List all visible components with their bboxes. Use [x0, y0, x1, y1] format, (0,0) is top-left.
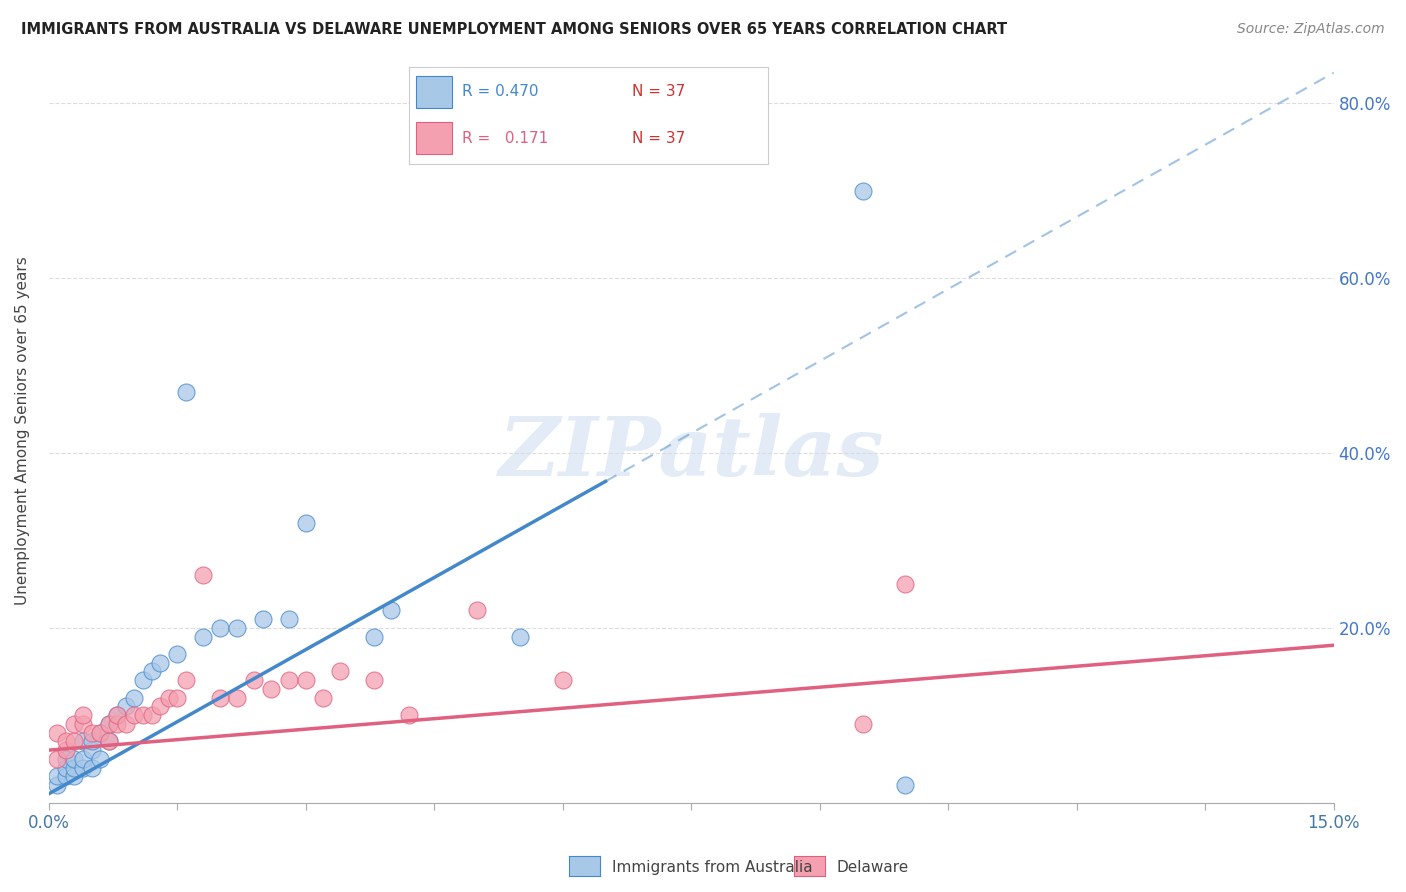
Point: [191, 630, 214, 644]
Point: [46, 778, 69, 792]
Point: [894, 577, 917, 591]
Point: [72, 708, 94, 723]
Point: [226, 621, 249, 635]
Point: [226, 690, 249, 705]
Point: [260, 681, 283, 696]
Point: [97, 734, 120, 748]
Point: [72, 761, 94, 775]
Point: [63, 734, 86, 748]
Point: [105, 708, 128, 723]
Point: [63, 761, 86, 775]
Point: [294, 673, 316, 688]
Text: IMMIGRANTS FROM AUSTRALIA VS DELAWARE UNEMPLOYMENT AMONG SENIORS OVER 65 YEARS C: IMMIGRANTS FROM AUSTRALIA VS DELAWARE UN…: [21, 22, 1007, 37]
Point: [80, 734, 103, 748]
Point: [509, 630, 531, 644]
Point: [157, 690, 180, 705]
Point: [149, 656, 172, 670]
Point: [166, 647, 188, 661]
Point: [55, 743, 77, 757]
Point: [72, 734, 94, 748]
Point: [294, 516, 316, 530]
Point: [329, 665, 352, 679]
Y-axis label: Unemployment Among Seniors over 65 years: Unemployment Among Seniors over 65 years: [15, 257, 30, 606]
Point: [252, 612, 274, 626]
Text: Source: ZipAtlas.com: Source: ZipAtlas.com: [1237, 22, 1385, 37]
Point: [72, 717, 94, 731]
Point: [141, 665, 163, 679]
Point: [115, 717, 138, 731]
Point: [465, 603, 488, 617]
Point: [124, 708, 146, 723]
Point: [277, 612, 299, 626]
Point: [105, 717, 128, 731]
Point: [97, 734, 120, 748]
Point: [97, 717, 120, 731]
Point: [277, 673, 299, 688]
Point: [89, 725, 111, 739]
Point: [141, 708, 163, 723]
Point: [115, 699, 138, 714]
Point: [63, 752, 86, 766]
Point: [851, 184, 873, 198]
Point: [46, 752, 69, 766]
Point: [72, 752, 94, 766]
Point: [89, 725, 111, 739]
Point: [55, 761, 77, 775]
Point: [380, 603, 402, 617]
Point: [132, 708, 155, 723]
Point: [46, 769, 69, 783]
Point: [894, 778, 917, 792]
Point: [174, 673, 197, 688]
Point: [209, 621, 232, 635]
Point: [63, 769, 86, 783]
Point: [398, 708, 420, 723]
Point: [80, 743, 103, 757]
Point: [80, 725, 103, 739]
Point: [80, 761, 103, 775]
Point: [105, 708, 128, 723]
Point: [89, 752, 111, 766]
Point: [55, 752, 77, 766]
Point: [209, 690, 232, 705]
Point: [55, 734, 77, 748]
Point: [124, 690, 146, 705]
Point: [191, 568, 214, 582]
Point: [63, 717, 86, 731]
Point: [55, 769, 77, 783]
Point: [149, 699, 172, 714]
Point: [243, 673, 266, 688]
Point: [363, 673, 385, 688]
Point: [312, 690, 335, 705]
Text: Delaware: Delaware: [837, 860, 908, 874]
Text: ZIPatlas: ZIPatlas: [499, 413, 884, 493]
Point: [132, 673, 155, 688]
Point: [851, 717, 873, 731]
Text: Immigrants from Australia: Immigrants from Australia: [612, 860, 813, 874]
Point: [166, 690, 188, 705]
Point: [551, 673, 574, 688]
Point: [174, 384, 197, 399]
Point: [363, 630, 385, 644]
Point: [46, 725, 69, 739]
Point: [97, 717, 120, 731]
